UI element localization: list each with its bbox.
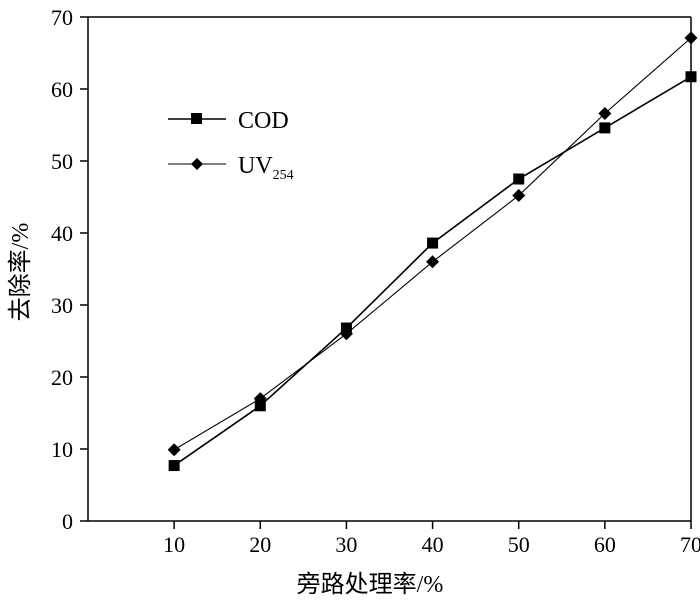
legend-label-uv254: UV254 <box>238 153 294 183</box>
y-tick-label: 20 <box>51 365 73 390</box>
data-point-cod <box>168 460 180 472</box>
x-tick-label: 10 <box>163 532 185 557</box>
x-tick-label: 60 <box>594 532 616 557</box>
x-tick-label: 30 <box>335 532 357 557</box>
y-ticks: 0 10 20 30 40 50 60 70 <box>51 5 88 534</box>
axes <box>87 16 692 522</box>
legend-label-cod: COD <box>238 108 289 134</box>
y-tick-label: 40 <box>51 221 73 246</box>
y-tick-label: 10 <box>51 437 73 462</box>
data-point-uv254 <box>167 443 181 457</box>
series-layer <box>167 31 698 472</box>
y-tick-label: 70 <box>51 5 73 30</box>
data-point-cod <box>427 237 439 249</box>
x-tick-label: 40 <box>422 532 444 557</box>
y-tick-label: 30 <box>51 293 73 318</box>
y-tick-label: 50 <box>51 149 73 174</box>
series-line-cod <box>173 76 692 467</box>
legend-item-uv254: UV254 <box>168 153 294 183</box>
y-tick-label: 0 <box>62 509 73 534</box>
y-tick-label: 60 <box>51 77 73 102</box>
legend-label-uv-main: UV <box>238 153 273 179</box>
legend-marker-diamond <box>191 158 203 170</box>
data-point-uv254 <box>684 31 698 45</box>
x-axis-title: 旁路处理率/% <box>297 571 444 598</box>
data-point-cod <box>513 173 525 185</box>
x-tick-label: 70 <box>680 532 700 557</box>
data-point-cod <box>254 400 266 412</box>
legend-label-uv-sub: 254 <box>273 168 294 183</box>
data-point-cod <box>599 122 611 134</box>
legend-marker-square <box>191 113 202 124</box>
x-tick-label: 20 <box>249 532 271 557</box>
x-ticks: 10 20 30 40 50 60 70 <box>163 521 700 557</box>
x-tick-label: 50 <box>508 532 530 557</box>
data-point-uv254 <box>512 189 526 203</box>
legend: COD UV254 <box>168 108 294 183</box>
legend-item-cod: COD <box>168 108 289 134</box>
data-point-uv254 <box>253 392 267 406</box>
data-point-uv254 <box>598 106 612 120</box>
y-axis-title: 去除率/% <box>7 223 34 322</box>
data-point-uv254 <box>426 255 440 269</box>
data-point-cod <box>685 71 697 83</box>
data-point-uv254 <box>339 327 353 341</box>
